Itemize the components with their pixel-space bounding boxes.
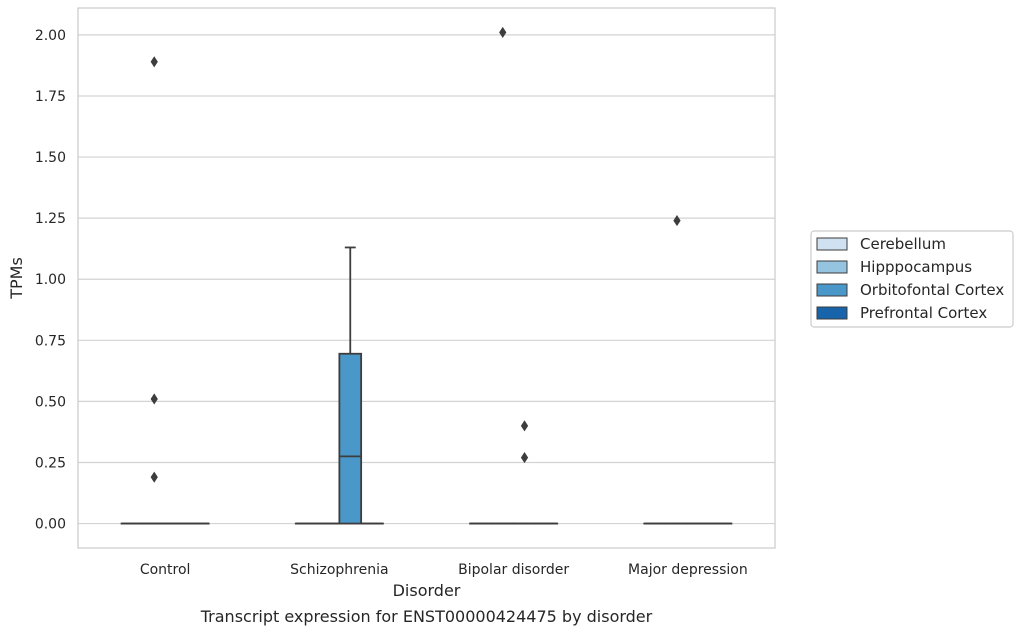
outlier-point <box>499 26 507 38</box>
box-series <box>120 26 733 525</box>
outlier-point <box>520 420 529 432</box>
x-tick-label: Control <box>140 562 191 578</box>
outlier-point <box>150 393 158 405</box>
legend-swatch <box>816 237 848 251</box>
x-tick-label: Schizophrenia <box>290 562 388 578</box>
y-axis-label: TPMs <box>7 257 26 300</box>
legend: Cerebellum Hipppocampus Orbitofontal Corte… <box>810 230 1014 328</box>
box-body <box>338 352 363 525</box>
legend-frame <box>810 230 1014 328</box>
y-tick-label: 1.75 <box>35 89 66 105</box>
y-tick-label: 1.25 <box>35 211 66 227</box>
outlier-point <box>673 215 681 227</box>
y-tick-label: 0.75 <box>35 333 66 349</box>
y-tick-label: 2.00 <box>35 28 66 44</box>
legend-label: Orbitofontal Cortex <box>860 281 1004 299</box>
outlier-point <box>150 471 158 483</box>
legend-swatch <box>816 260 848 274</box>
legend-swatch <box>816 306 848 320</box>
chart-caption: Transcript expression for ENST0000042447… <box>200 607 653 626</box>
x-tick-labels: Control Schizophrenia Bipolar disorder Majo… <box>140 562 748 578</box>
x-tick-label: Major depression <box>628 562 748 578</box>
legend-label: Prefrontal Cortex <box>860 304 987 322</box>
box-orbitofontal-cortex <box>512 420 537 525</box>
outlier-point <box>150 56 158 68</box>
box-hipppocampus <box>490 26 515 525</box>
legend-swatch <box>816 283 848 297</box>
y-tick-label: 0.50 <box>35 394 66 410</box>
box-hipppocampus <box>142 56 167 525</box>
y-tick-labels: 0.00 0.25 0.50 0.75 1.00 1.25 1.50 1.75 2.00 <box>35 28 66 533</box>
box-hipppocampus <box>665 215 689 525</box>
outlier-point <box>520 452 529 464</box>
y-tick-label: 1.50 <box>35 150 66 166</box>
box-orbitofontal-cortex <box>338 246 363 525</box>
legend-label: Hipppocampus <box>860 258 972 276</box>
plot-frame <box>77 7 776 549</box>
legend-label: Cerebellum <box>860 235 946 253</box>
y-tick-label: 1.00 <box>35 272 66 288</box>
x-tick-label: Bipolar disorder <box>458 562 569 578</box>
x-axis-label: Disorder <box>393 581 461 600</box>
y-tick-label: 0.25 <box>35 455 66 471</box>
grid-lines <box>78 34 775 525</box>
y-tick-label: 0.00 <box>35 517 66 533</box>
